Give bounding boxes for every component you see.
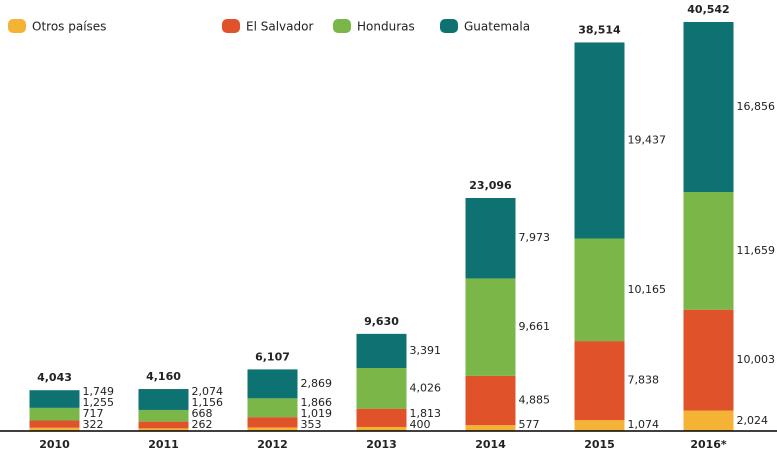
bar-segment xyxy=(247,417,298,428)
total-label: 23,096 xyxy=(469,179,512,192)
bar-segment xyxy=(574,238,625,342)
value-label: 262 xyxy=(192,418,213,431)
x-tick-label: 2015 xyxy=(584,438,615,451)
legend-label: Otros países xyxy=(32,20,106,34)
bar-segment xyxy=(247,427,298,431)
bar-segment xyxy=(29,420,80,428)
value-label: 10,165 xyxy=(628,283,667,296)
bar-segment xyxy=(247,369,298,399)
bar-segment xyxy=(683,410,734,431)
bar-segment xyxy=(574,420,625,431)
value-label: 2,024 xyxy=(737,414,769,427)
x-tick-label: 2016* xyxy=(690,438,727,451)
bar-segment xyxy=(683,22,734,193)
bar-segment xyxy=(29,390,80,408)
bar-segment xyxy=(683,309,734,411)
value-label: 717 xyxy=(83,407,104,420)
total-label: 38,514 xyxy=(578,23,621,36)
total-label: 40,542 xyxy=(687,3,729,16)
bar-segment xyxy=(356,368,407,409)
value-label: 668 xyxy=(192,407,213,420)
bar-segment xyxy=(138,389,189,410)
bar-segment xyxy=(138,409,189,422)
legend-label: Guatemala xyxy=(464,20,530,34)
total-label: 4,160 xyxy=(146,370,181,383)
legend-swatch xyxy=(222,19,240,33)
x-tick-label: 2012 xyxy=(257,438,288,451)
value-label: 1,749 xyxy=(83,385,115,398)
value-label: 1,019 xyxy=(301,407,333,420)
legend-label: Honduras xyxy=(357,20,415,34)
bar-segment xyxy=(465,278,516,376)
bar-segment xyxy=(356,333,407,369)
value-label: 10,003 xyxy=(737,353,776,366)
bar-segment xyxy=(356,426,407,431)
bar-segment xyxy=(465,425,516,431)
bar-segment xyxy=(138,421,189,429)
value-label: 4,026 xyxy=(410,381,442,394)
value-label: 1,074 xyxy=(628,418,660,431)
legend-swatch xyxy=(8,19,26,33)
x-tick-label: 2010 xyxy=(39,438,70,451)
value-label: 400 xyxy=(410,418,431,431)
value-label: 1,813 xyxy=(410,407,442,420)
value-label: 11,659 xyxy=(737,244,776,257)
value-label: 322 xyxy=(83,418,104,431)
value-label: 577 xyxy=(519,418,540,431)
value-label: 1,255 xyxy=(83,396,115,409)
value-label: 19,437 xyxy=(628,134,667,147)
value-label: 7,973 xyxy=(519,231,551,244)
legend-swatch xyxy=(333,19,351,33)
legend-label: El Salvador xyxy=(246,20,313,34)
x-tick-label: 2014 xyxy=(475,438,506,451)
total-label: 9,630 xyxy=(364,315,399,328)
value-label: 9,661 xyxy=(519,320,551,333)
bar-segment xyxy=(356,408,407,427)
bar-segment xyxy=(465,375,516,426)
value-label: 2,869 xyxy=(301,377,333,390)
bar-segment xyxy=(683,192,734,310)
legend-swatch xyxy=(440,19,458,33)
value-label: 2,074 xyxy=(192,385,224,398)
total-label: 6,107 xyxy=(255,350,290,363)
bar-segment xyxy=(29,407,80,421)
value-label: 353 xyxy=(301,418,322,431)
x-tick-label: 2011 xyxy=(148,438,179,451)
bar-segment xyxy=(465,198,516,279)
total-label: 4,043 xyxy=(37,371,72,384)
x-tick-label: 2013 xyxy=(366,438,397,451)
bar-segment xyxy=(29,427,80,431)
value-label: 16,856 xyxy=(737,100,776,113)
bar-segment xyxy=(574,42,625,239)
value-label: 4,885 xyxy=(519,394,551,407)
value-label: 1,156 xyxy=(192,396,224,409)
value-label: 1,866 xyxy=(301,396,333,409)
value-label: 7,838 xyxy=(628,374,660,387)
bar-segment xyxy=(574,341,625,421)
bar-segment xyxy=(247,398,298,418)
bar-segment xyxy=(138,428,189,431)
value-label: 3,391 xyxy=(410,344,442,357)
